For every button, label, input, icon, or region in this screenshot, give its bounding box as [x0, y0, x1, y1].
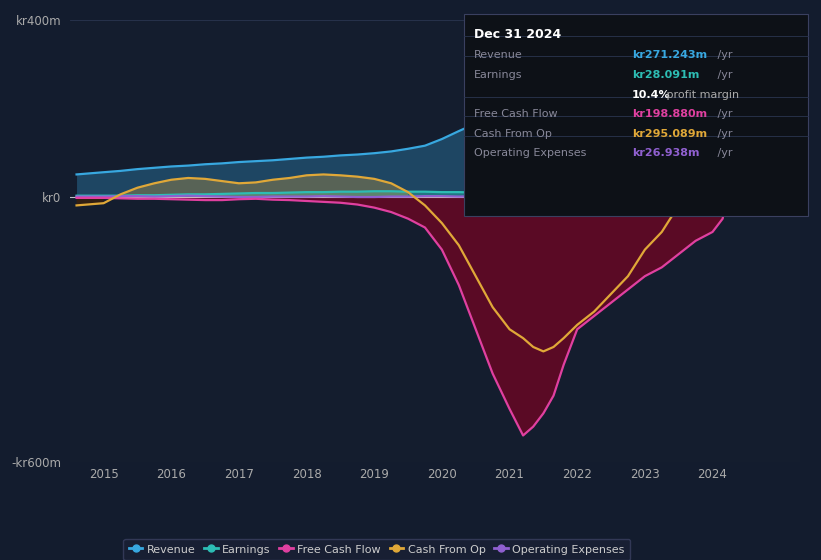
Text: kr26.938m: kr26.938m [632, 148, 699, 158]
Text: Dec 31 2024: Dec 31 2024 [474, 28, 561, 41]
Legend: Revenue, Earnings, Free Cash Flow, Cash From Op, Operating Expenses: Revenue, Earnings, Free Cash Flow, Cash … [123, 539, 630, 560]
Text: /yr: /yr [714, 70, 733, 80]
Text: Operating Expenses: Operating Expenses [474, 148, 586, 158]
Text: Earnings: Earnings [474, 70, 522, 80]
Text: Free Cash Flow: Free Cash Flow [474, 109, 557, 119]
Text: kr198.880m: kr198.880m [632, 109, 708, 119]
Text: Revenue: Revenue [474, 50, 522, 60]
Text: profit margin: profit margin [663, 90, 740, 100]
Text: /yr: /yr [714, 109, 733, 119]
Text: Cash From Op: Cash From Op [474, 129, 552, 139]
Text: 10.4%: 10.4% [632, 90, 671, 100]
Text: kr295.089m: kr295.089m [632, 129, 708, 139]
Text: kr271.243m: kr271.243m [632, 50, 708, 60]
Text: /yr: /yr [714, 148, 733, 158]
Text: kr28.091m: kr28.091m [632, 70, 699, 80]
Text: /yr: /yr [714, 129, 733, 139]
Text: /yr: /yr [714, 50, 733, 60]
